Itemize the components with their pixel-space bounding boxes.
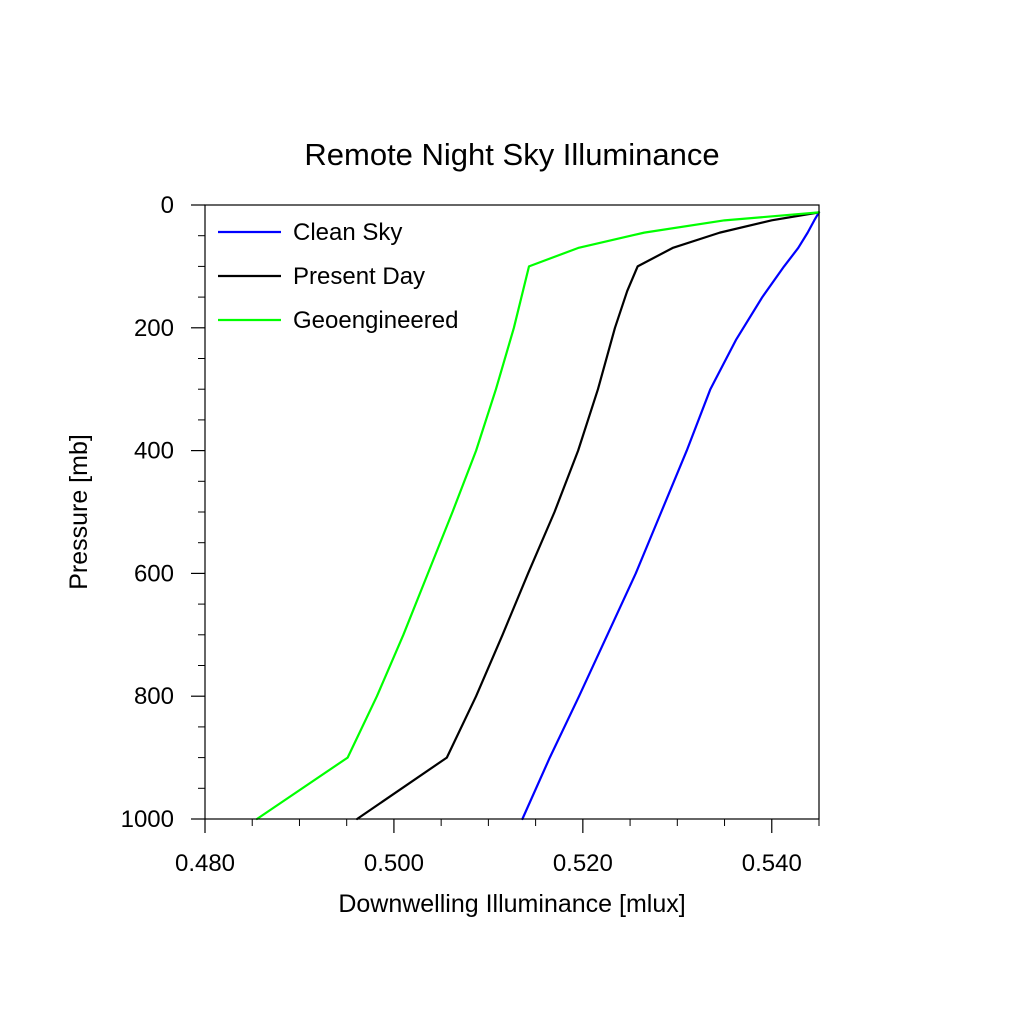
x-axis-label: Downwelling Illuminance [mlux] [338, 890, 685, 918]
series-line-clean-sky [521, 211, 821, 821]
y-tick-label: 800 [134, 683, 174, 710]
x-tick-label: 0.520 [553, 850, 613, 877]
y-tick-label: 1000 [121, 806, 174, 833]
legend-label-clean-sky: Clean Sky [293, 219, 402, 246]
legend-label-present-day: Present Day [293, 263, 425, 290]
y-tick-label: 400 [134, 438, 174, 465]
chart-title: Remote Night Sky Illuminance [304, 137, 719, 172]
y-axis-label: Pressure [mb] [65, 434, 93, 590]
legend: Clean Sky Present Day Geoengineered [218, 219, 458, 334]
x-tick-label: 0.480 [175, 850, 235, 877]
series-layer [255, 211, 821, 821]
x-tick-label: 0.500 [364, 850, 424, 877]
y-tick-label: 200 [134, 315, 174, 342]
x-tick-label: 0.540 [742, 850, 802, 877]
legend-label-geoengineered: Geoengineered [293, 307, 458, 334]
plot-area: 0.480 0.500 0.520 0.540 0 200 400 600 800 1000 [121, 192, 821, 877]
series-line-present-day [355, 211, 821, 821]
y-tick-label: 600 [134, 560, 174, 587]
plot-frame [204, 204, 820, 820]
y-tick-label: 0 [161, 192, 174, 219]
ticks-layer: 0.480 0.500 0.520 0.540 0 200 400 600 800 1000 [121, 192, 820, 877]
series-line-geoengineered [255, 211, 821, 821]
